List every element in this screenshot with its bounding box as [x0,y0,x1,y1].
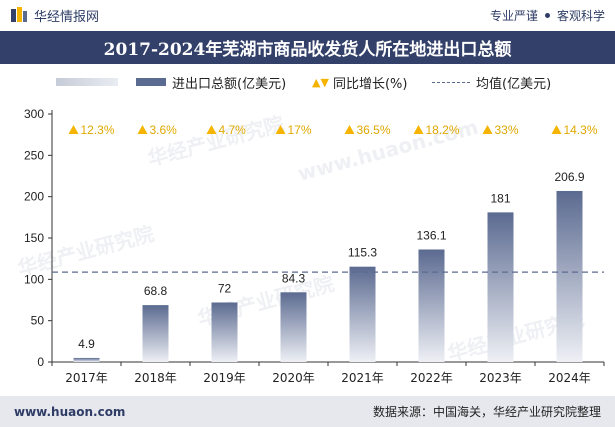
growth-up-triangle [344,125,355,134]
brand-name: 华经情报网 [34,9,100,25]
legend-light-bar-icon [56,78,118,86]
y-tick-label: 100 [24,272,44,286]
footer-source: 数据来源：中国海关，华经产业研究院整理 [372,405,601,419]
growth-up-triangle [413,125,424,134]
y-tick-label: 50 [31,314,45,328]
bar-value-label: 206.9 [554,170,584,184]
y-tick-label: 200 [24,190,44,204]
bar-value-label: 115.3 [348,246,377,260]
y-tick-label: 150 [24,231,44,245]
legend-dash-icon [432,81,470,83]
bar-value-label: 181 [490,191,510,205]
legend-bar-swatch-icon [136,78,166,86]
legend-mean-label: 均值(亿美元) [476,76,552,92]
bar-value-label: 4.9 [78,337,95,351]
legend-item-growth: ▲ ▼ 同比增长(%) [312,72,407,92]
x-tick-label: 2019年 [203,371,246,385]
legend-growth-label: 同比增长(%) [332,76,408,92]
bar [73,357,100,362]
growth-label: 12.3% [81,123,115,137]
y-tick-label: 250 [24,148,44,162]
bar-value-label: 68.8 [144,284,168,298]
legend-item-mean: 均值(亿美元) [432,72,551,92]
x-tick-label: 2024年 [548,371,591,385]
bar [280,292,307,362]
legend-bar-label: 进出口总额(亿美元) [172,76,287,92]
x-tick-label: 2017年 [65,371,108,385]
growth-up-triangle [68,125,79,134]
legend-item-bar: 进出口总额(亿美元) [136,72,286,92]
growth-label: 17% [288,123,312,137]
y-tick-label: 300 [24,107,44,121]
bar-value-label: 136.1 [416,228,446,242]
growth-up-triangle [482,125,493,134]
y-tick-label: 0 [37,355,44,369]
footer-website: www.huaon.com [14,404,126,419]
slogan-right: 客观科学 [556,8,605,23]
x-tick-label: 2020年 [272,371,315,385]
growth-label: 3.6% [150,123,178,137]
slogan-dot-icon [544,12,550,18]
huajing-logo-icon [11,7,27,22]
x-tick-label: 2022年 [410,371,453,385]
brand: 华经情报网 [10,6,99,25]
bar [487,212,514,362]
triangle-down-icon: ▼ [320,75,329,89]
x-tick-label: 2023年 [479,371,522,385]
bar-value-label: 72 [218,281,232,295]
watermark-text: 华经产业研究院 [145,111,286,170]
bar [211,302,238,362]
bar [418,249,445,362]
x-tick-label: 2018年 [134,371,177,385]
top-bar: 华经情报网 专业严谨 客观科学 [0,0,615,30]
bar-value-label: 84.3 [282,271,306,285]
legend-swatch-light [56,72,118,92]
growth-label: 4.7% [219,123,247,137]
x-tick-label: 2021年 [341,371,384,385]
growth-label: 36.5% [357,123,391,137]
bar [556,190,583,362]
footer: www.huaon.com 数据来源：中国海关，华经产业研究院整理 [0,396,615,427]
growth-label: 33% [495,123,519,137]
growth-up-triangle [275,125,286,134]
slogan-left: 专业严谨 [489,8,538,23]
chart-legend: 进出口总额(亿美元) ▲ ▼ 同比增长(%) 均值(亿美元) [0,72,615,92]
triangle-up-icon: ▲ [312,75,321,89]
growth-label: 14.3% [564,123,598,137]
growth-up-triangle [551,125,562,134]
growth-label: 18.2% [426,123,460,137]
growth-up-triangle [206,125,217,134]
bar [142,305,169,362]
slogan: 专业严谨 客观科学 [490,7,605,24]
chart-title: 2017-2024年芜湖市商品收发货人所在地进出口总额 [0,31,615,64]
bar [349,266,376,362]
growth-up-triangle [137,125,148,134]
bar-chart: 华经产业研究院 www.huaon.com华经产业研究院华经产业研究院华经产业研究… [15,107,605,385]
chart-title-text: 2017-2024年芜湖市商品收发货人所在地进出口总额 [103,40,512,60]
